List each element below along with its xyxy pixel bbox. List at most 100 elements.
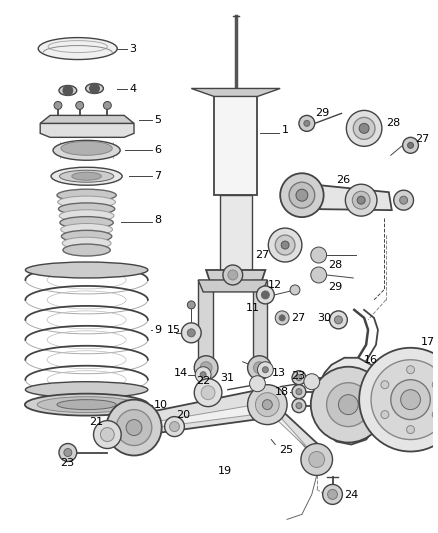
Circle shape	[346, 110, 382, 147]
Circle shape	[59, 443, 77, 462]
Circle shape	[323, 484, 343, 504]
Circle shape	[76, 101, 84, 109]
Circle shape	[247, 356, 271, 379]
Circle shape	[255, 393, 279, 417]
Text: 5: 5	[154, 115, 161, 125]
Polygon shape	[317, 358, 381, 445]
Circle shape	[309, 451, 325, 467]
Circle shape	[292, 399, 306, 413]
Circle shape	[432, 410, 438, 418]
Ellipse shape	[61, 141, 112, 155]
Ellipse shape	[37, 397, 136, 413]
Circle shape	[328, 489, 337, 499]
Circle shape	[275, 235, 295, 255]
Polygon shape	[320, 185, 392, 210]
Circle shape	[100, 427, 114, 441]
Text: 29: 29	[328, 282, 343, 292]
Circle shape	[258, 362, 273, 378]
Circle shape	[247, 385, 287, 425]
Text: 10: 10	[154, 400, 168, 410]
Ellipse shape	[57, 189, 116, 201]
Circle shape	[406, 366, 414, 374]
Circle shape	[181, 323, 201, 343]
Text: 15: 15	[166, 325, 180, 335]
Text: 16: 16	[364, 355, 378, 365]
Circle shape	[432, 381, 438, 389]
Circle shape	[381, 410, 389, 418]
Polygon shape	[40, 123, 134, 138]
Text: 31: 31	[220, 373, 234, 383]
Circle shape	[289, 182, 315, 208]
Circle shape	[106, 400, 162, 456]
Ellipse shape	[25, 394, 148, 416]
Circle shape	[195, 367, 211, 383]
Text: 11: 11	[246, 303, 260, 313]
Ellipse shape	[53, 140, 120, 160]
Ellipse shape	[58, 203, 115, 215]
Circle shape	[200, 372, 206, 378]
Circle shape	[311, 367, 386, 442]
Circle shape	[345, 184, 377, 216]
Text: 27: 27	[416, 134, 430, 144]
Circle shape	[403, 138, 418, 154]
Text: 17: 17	[420, 337, 434, 347]
Text: 20: 20	[177, 410, 191, 419]
Circle shape	[357, 196, 365, 204]
Ellipse shape	[58, 196, 116, 208]
Circle shape	[401, 390, 420, 410]
Text: 23: 23	[60, 458, 74, 469]
Circle shape	[304, 120, 310, 126]
Circle shape	[103, 101, 111, 109]
Polygon shape	[191, 88, 280, 96]
Circle shape	[90, 84, 99, 93]
Circle shape	[201, 386, 215, 400]
Ellipse shape	[25, 262, 148, 278]
Circle shape	[329, 311, 347, 329]
Circle shape	[296, 402, 302, 409]
Circle shape	[281, 241, 289, 249]
Circle shape	[187, 329, 195, 337]
Text: 22: 22	[196, 376, 211, 386]
Text: 4: 4	[129, 84, 136, 94]
Circle shape	[352, 191, 370, 209]
Text: 3: 3	[129, 44, 136, 54]
Circle shape	[394, 190, 413, 210]
Text: 28: 28	[386, 118, 400, 128]
Ellipse shape	[51, 167, 122, 185]
Circle shape	[261, 291, 269, 299]
Ellipse shape	[61, 230, 112, 243]
Ellipse shape	[59, 85, 77, 95]
Text: 18: 18	[275, 386, 290, 397]
Ellipse shape	[60, 216, 113, 229]
Polygon shape	[253, 280, 267, 360]
Circle shape	[304, 374, 320, 390]
Circle shape	[296, 375, 302, 381]
Circle shape	[228, 270, 238, 280]
Ellipse shape	[61, 223, 113, 236]
Circle shape	[301, 443, 332, 475]
Circle shape	[359, 348, 438, 451]
Circle shape	[327, 383, 370, 426]
Ellipse shape	[57, 400, 116, 410]
Circle shape	[187, 301, 195, 309]
Circle shape	[268, 228, 302, 262]
Text: 24: 24	[344, 490, 359, 500]
Polygon shape	[40, 116, 134, 123]
Text: 27: 27	[255, 250, 270, 260]
Circle shape	[170, 422, 180, 432]
Text: 13: 13	[272, 368, 286, 378]
Text: 1: 1	[282, 125, 289, 135]
Circle shape	[296, 389, 302, 394]
Circle shape	[371, 360, 438, 440]
Circle shape	[280, 173, 324, 217]
Polygon shape	[220, 195, 251, 270]
Circle shape	[194, 379, 222, 407]
Circle shape	[262, 400, 272, 410]
Circle shape	[296, 189, 308, 201]
Circle shape	[339, 394, 358, 415]
Circle shape	[359, 123, 369, 133]
Text: 8: 8	[154, 215, 161, 225]
Circle shape	[400, 196, 408, 204]
Circle shape	[194, 356, 218, 379]
Ellipse shape	[59, 210, 114, 222]
